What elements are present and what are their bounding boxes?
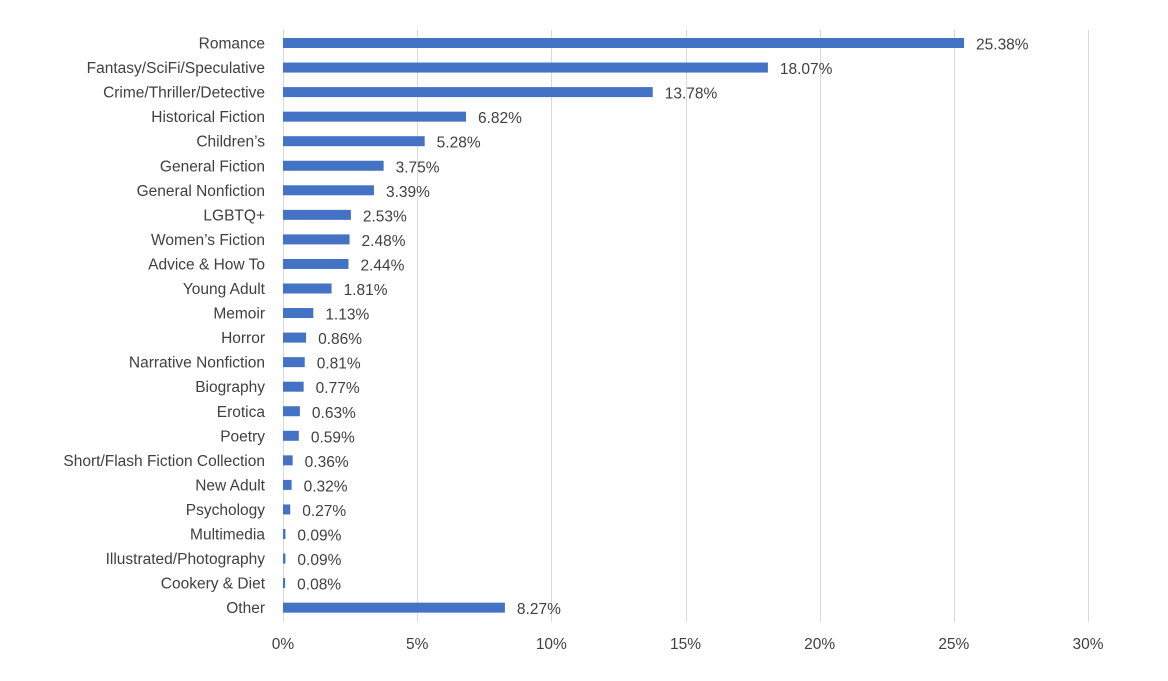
value-label: 0.77% — [316, 380, 360, 397]
value-label: 18.07% — [780, 61, 833, 78]
value-label: 13.78% — [665, 86, 718, 103]
category-label: Women’s Fiction — [151, 232, 265, 249]
category-label: Crime/Thriller/Detective — [103, 85, 265, 102]
category-label: Horror — [221, 330, 265, 347]
bar — [283, 332, 307, 343]
category-label: General Nonfiction — [137, 183, 265, 200]
bar — [283, 602, 505, 613]
category-label: Young Adult — [183, 281, 266, 298]
value-label: 0.08% — [297, 577, 341, 594]
value-label: 0.27% — [302, 503, 346, 520]
bar-layer — [283, 38, 965, 613]
bar — [283, 381, 304, 392]
category-label: Historical Fiction — [151, 109, 265, 126]
value-label: 0.81% — [317, 356, 361, 373]
bar — [283, 185, 374, 196]
value-label: 1.81% — [344, 282, 388, 299]
category-label: Memoir — [213, 306, 265, 323]
bar — [283, 553, 286, 564]
x-tick-label: 25% — [938, 636, 969, 653]
bar — [283, 357, 305, 368]
bar — [283, 578, 286, 589]
value-label: 3.75% — [396, 159, 440, 176]
category-label: Other — [226, 600, 265, 617]
category-label: Children’s — [196, 134, 265, 151]
bar — [283, 529, 286, 539]
category-label: Romance — [199, 36, 265, 53]
category-label: Short/Flash Fiction Collection — [63, 453, 265, 470]
category-label: Narrative Nonfiction — [129, 355, 265, 372]
x-tick-label: 30% — [1072, 636, 1103, 653]
x-tick-label: 10% — [536, 636, 567, 653]
value-label: 0.59% — [311, 429, 355, 446]
category-label: General Fiction — [160, 158, 265, 175]
label-layer: Romance 25.38% Fantasy/SciFi/Speculative 18… — [63, 36, 1028, 619]
bar — [283, 136, 425, 147]
category-label: Illustrated/Photography — [106, 551, 266, 568]
value-label: 2.48% — [362, 233, 406, 250]
x-axis-ticks: 0% 5% 10% 15% 20% 25% 30% — [272, 636, 1104, 653]
category-label: LGBTQ+ — [203, 207, 265, 224]
value-label: 0.63% — [312, 405, 356, 422]
value-label: 0.86% — [318, 331, 362, 348]
value-label: 0.09% — [297, 552, 341, 569]
x-tick-label: 5% — [406, 636, 429, 653]
value-label: 6.82% — [478, 110, 522, 127]
value-label: 0.36% — [305, 454, 349, 471]
bar — [283, 430, 299, 441]
value-label: 0.32% — [304, 478, 348, 495]
value-label: 5.28% — [437, 135, 481, 152]
bar — [283, 504, 291, 515]
value-label: 3.39% — [386, 184, 430, 201]
category-label: Multimedia — [190, 527, 265, 544]
category-label: Erotica — [217, 404, 266, 421]
bar — [283, 406, 300, 417]
value-label: 25.38% — [976, 37, 1029, 54]
bar — [283, 455, 293, 466]
bar — [283, 38, 965, 48]
bar — [283, 87, 653, 98]
value-label: 2.53% — [363, 208, 407, 225]
bar — [283, 111, 467, 122]
bar — [283, 479, 292, 490]
value-label: 0.09% — [297, 528, 341, 545]
value-label: 1.13% — [325, 307, 369, 324]
bar — [283, 283, 332, 294]
category-label: Advice & How To — [148, 256, 265, 273]
x-tick-label: 20% — [804, 636, 835, 653]
category-label: New Adult — [195, 477, 265, 494]
category-label: Cookery & Diet — [161, 576, 266, 593]
bar — [283, 160, 384, 171]
bar — [283, 258, 349, 269]
bar — [283, 234, 350, 245]
bar — [283, 209, 351, 220]
category-label: Fantasy/SciFi/Speculative — [87, 60, 265, 77]
value-label: 2.44% — [360, 257, 404, 274]
category-label: Biography — [195, 379, 265, 396]
bar — [283, 308, 314, 319]
category-label: Psychology — [186, 502, 266, 519]
value-label: 8.27% — [517, 601, 561, 618]
x-tick-label: 0% — [272, 636, 295, 653]
grid-layer — [283, 30, 1089, 622]
bar — [283, 62, 768, 73]
x-tick-label: 15% — [670, 636, 701, 653]
category-label: Poetry — [220, 428, 265, 445]
